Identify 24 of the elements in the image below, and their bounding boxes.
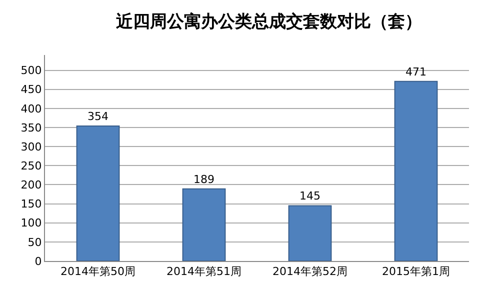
x-tick-label: 2014年第52周 xyxy=(272,265,348,278)
x-tick-label: 2014年第51周 xyxy=(166,265,242,278)
y-tick-label: 250 xyxy=(20,159,42,172)
y-tick-label: 350 xyxy=(20,121,42,134)
y-tick-label: 200 xyxy=(20,178,42,192)
bar xyxy=(394,80,438,261)
data-label: 471 xyxy=(406,65,426,78)
bar xyxy=(76,125,120,261)
y-tick-label: 300 xyxy=(20,140,42,154)
y-tick-label: 400 xyxy=(20,102,42,116)
data-label: 145 xyxy=(300,190,320,203)
y-tick-label: 50 xyxy=(28,236,42,249)
y-tick-label: 100 xyxy=(20,216,42,230)
data-label: 354 xyxy=(88,110,108,123)
y-tick-label: 150 xyxy=(20,198,42,211)
y-tick-label: 500 xyxy=(20,64,42,78)
x-tick-label: 2014年第50周 xyxy=(60,265,136,278)
y-tick-label: 0 xyxy=(34,254,42,268)
bar xyxy=(288,205,332,261)
y-tick-label: 450 xyxy=(20,83,42,96)
bar xyxy=(182,188,226,261)
data-label: 189 xyxy=(194,172,214,186)
chart-title: 近四周公寓办公类总成交套数对比（套） xyxy=(114,12,422,32)
x-tick-label: 2015年第1周 xyxy=(382,265,450,278)
